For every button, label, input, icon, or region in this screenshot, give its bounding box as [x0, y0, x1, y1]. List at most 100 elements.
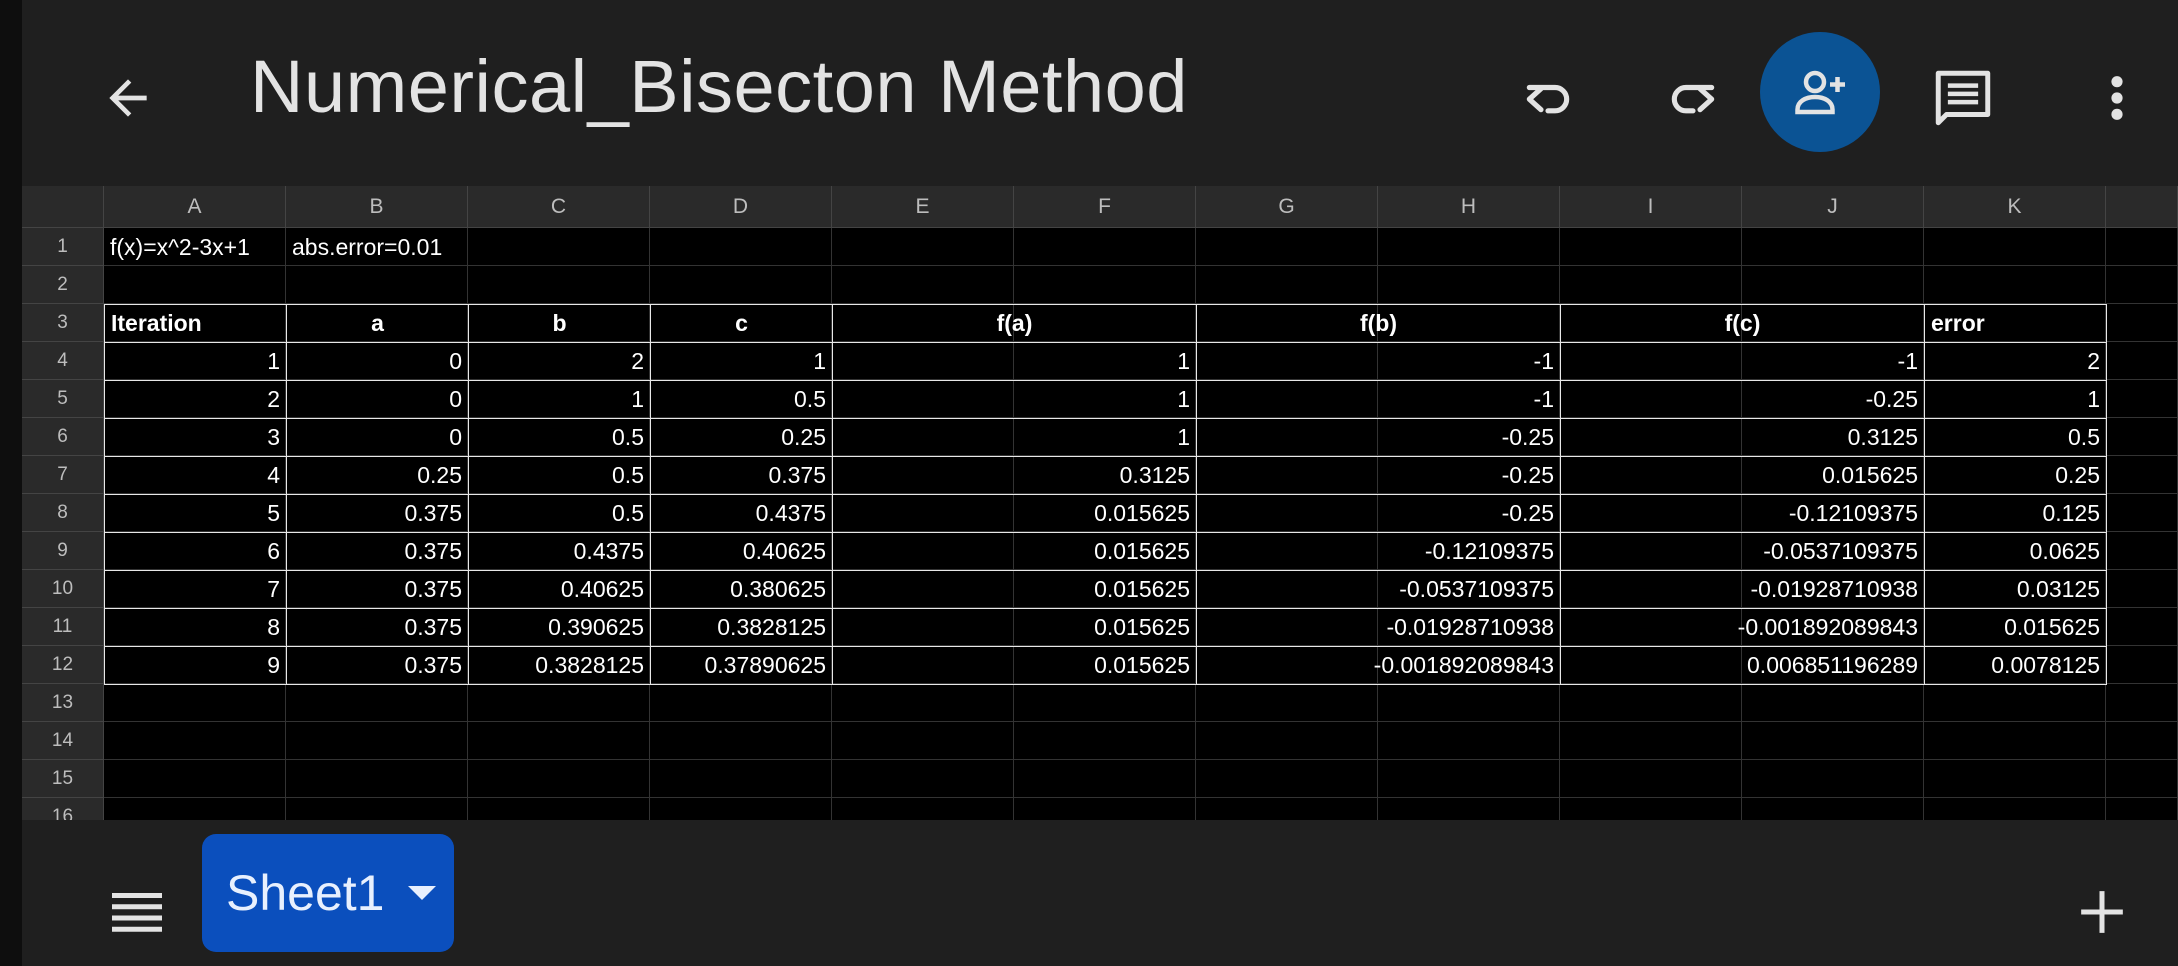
back-button[interactable]	[82, 52, 174, 144]
grid-cell[interactable]	[1742, 760, 1924, 798]
grid-cell[interactable]	[1742, 456, 1924, 494]
table-cell[interactable]: 8	[104, 608, 287, 647]
grid-cell[interactable]	[104, 646, 286, 684]
table-cell[interactable]: 2	[1924, 342, 2107, 381]
grid-cell[interactable]	[1924, 798, 2106, 820]
grid-cell[interactable]	[1014, 418, 1196, 456]
grid-cell[interactable]	[1560, 494, 1742, 532]
table-cell[interactable]: 0.5	[650, 380, 833, 419]
grid-cell[interactable]	[1378, 532, 1560, 570]
all-sheets-button[interactable]	[82, 868, 192, 958]
table-cell[interactable]: 1	[468, 380, 651, 419]
grid-cell[interactable]	[1014, 266, 1196, 304]
grid-cell[interactable]	[1196, 608, 1378, 646]
table-cell[interactable]: 0.015625	[832, 608, 1197, 647]
table-cell[interactable]: 1	[1924, 380, 2107, 419]
document-title[interactable]: Numerical_Bisecton Method	[250, 45, 1188, 128]
table-cell[interactable]: -0.001892089843	[1560, 608, 1925, 647]
table-cell[interactable]: 0.0625	[1924, 532, 2107, 571]
grid-cell[interactable]	[1924, 608, 2106, 646]
grid-cell[interactable]	[650, 266, 832, 304]
grid-cell[interactable]	[1742, 266, 1924, 304]
grid-cell[interactable]	[1014, 494, 1196, 532]
grid-cell[interactable]	[650, 342, 832, 380]
grid-cell[interactable]	[1014, 646, 1196, 684]
table-cell[interactable]: 4	[104, 456, 287, 495]
grid-cell[interactable]	[1742, 798, 1924, 820]
grid-cell[interactable]	[1378, 570, 1560, 608]
grid-cell[interactable]	[1560, 646, 1742, 684]
grid-cell[interactable]	[1378, 228, 1560, 266]
grid-cell[interactable]	[1196, 684, 1378, 722]
grid-cell[interactable]	[1014, 304, 1196, 342]
grid-cell[interactable]	[468, 532, 650, 570]
grid-cell[interactable]	[104, 798, 286, 820]
row-header-2[interactable]: 2	[22, 266, 104, 304]
grid-cell[interactable]	[1924, 380, 2106, 418]
grid-cell[interactable]	[1196, 722, 1378, 760]
row-header-5[interactable]: 5	[22, 380, 104, 418]
grid-cell[interactable]	[1924, 228, 2106, 266]
row-header-1[interactable]: 1	[22, 228, 104, 266]
column-header-f[interactable]: F	[1014, 186, 1196, 228]
grid-cell[interactable]	[1924, 494, 2106, 532]
grid-cell[interactable]	[832, 798, 1014, 820]
grid-cell[interactable]	[1196, 456, 1378, 494]
grid-cell[interactable]	[2106, 646, 2178, 684]
grid-cell[interactable]	[2106, 494, 2178, 532]
grid-cell[interactable]	[1378, 456, 1560, 494]
column-header-b[interactable]: B	[286, 186, 468, 228]
grid-cell[interactable]	[286, 532, 468, 570]
grid-cell[interactable]	[468, 228, 650, 266]
grid-cell[interactable]	[1924, 532, 2106, 570]
grid-cell[interactable]	[650, 760, 832, 798]
grid-cell[interactable]	[1196, 532, 1378, 570]
row-header-12[interactable]: 12	[22, 646, 104, 684]
grid-cell[interactable]	[286, 722, 468, 760]
table-cell[interactable]: -0.01928710938	[1560, 570, 1925, 609]
grid-cell[interactable]	[1924, 418, 2106, 456]
grid-cell[interactable]	[1014, 380, 1196, 418]
grid-cell[interactable]	[1560, 304, 1742, 342]
table-cell[interactable]: -0.12109375	[1560, 494, 1925, 533]
table-cell[interactable]: 0.3125	[1560, 418, 1925, 457]
grid-cell[interactable]	[1742, 608, 1924, 646]
column-header-k[interactable]: K	[1924, 186, 2106, 228]
table-cell[interactable]: 0.375	[286, 532, 469, 571]
grid-cell[interactable]	[1560, 798, 1742, 820]
grid-cell[interactable]	[2106, 798, 2178, 820]
table-cell[interactable]: 6	[104, 532, 287, 571]
grid-cell[interactable]	[1196, 570, 1378, 608]
grid-cell[interactable]	[1014, 684, 1196, 722]
grid-cell[interactable]	[650, 456, 832, 494]
grid-cell[interactable]	[650, 380, 832, 418]
row-header-9[interactable]: 9	[22, 532, 104, 570]
sheet-tab[interactable]: Sheet1	[202, 834, 454, 952]
undo-button[interactable]	[1502, 52, 1594, 144]
grid-cell[interactable]	[1742, 418, 1924, 456]
column-header-h[interactable]: H	[1378, 186, 1560, 228]
table-cell[interactable]: 0.375	[286, 494, 469, 533]
table-header-cell[interactable]: c	[650, 304, 833, 343]
table-cell[interactable]: -0.25	[1560, 380, 1925, 419]
table-cell[interactable]: -1	[1560, 342, 1925, 381]
grid-cell[interactable]	[286, 760, 468, 798]
grid-cell[interactable]	[286, 304, 468, 342]
grid-cell[interactable]	[468, 380, 650, 418]
grid-cell[interactable]	[1378, 722, 1560, 760]
add-sheet-button[interactable]	[2052, 862, 2152, 962]
grid-cell[interactable]	[1378, 608, 1560, 646]
grid-cell[interactable]	[468, 342, 650, 380]
grid-cell[interactable]	[1196, 494, 1378, 532]
table-cell[interactable]: 7	[104, 570, 287, 609]
chevron-down-icon[interactable]	[408, 886, 437, 900]
grid-cell[interactable]	[832, 646, 1014, 684]
grid-cell[interactable]	[832, 760, 1014, 798]
grid-cell[interactable]	[832, 608, 1014, 646]
grid-cell[interactable]	[468, 760, 650, 798]
table-cell[interactable]: 0.390625	[468, 608, 651, 647]
grid-cell[interactable]	[1196, 228, 1378, 266]
table-cell[interactable]: 2	[104, 380, 287, 419]
grid-cell[interactable]	[650, 570, 832, 608]
table-cell[interactable]: 0.375	[286, 570, 469, 609]
